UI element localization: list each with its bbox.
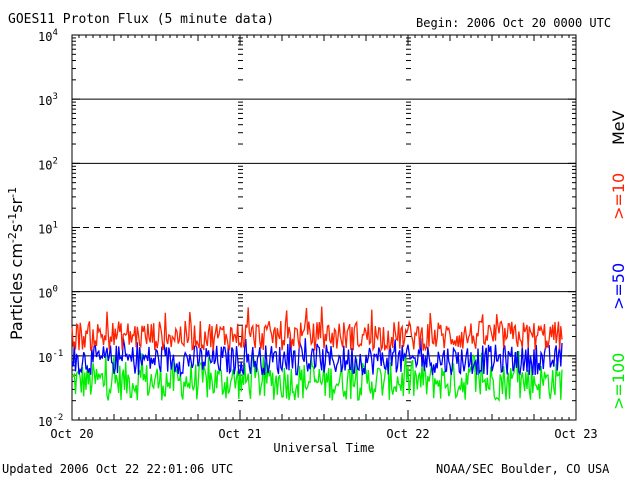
legend-entry: >=10 xyxy=(609,173,628,220)
y-axis-label: Particles cm-2s-1sr-1 xyxy=(6,187,26,340)
x-tick-labels: Oct 20 Oct 21 Oct 22 Oct 23 xyxy=(50,427,597,441)
y-tick-labels: 104 103 102 101 100 10-1 10-2 xyxy=(38,28,63,429)
x-tick-label: Oct 21 xyxy=(218,427,261,441)
x-axis-label: Universal Time xyxy=(273,441,374,455)
day-separator-ticks xyxy=(72,35,576,421)
y-tick-label: 101 xyxy=(38,221,58,237)
y-tick-label: 103 xyxy=(38,92,58,108)
legend-entry: >=100 xyxy=(609,353,628,410)
updated-time: Updated 2006 Oct 22 22:01:06 UTC xyxy=(2,462,233,476)
reference-lines xyxy=(72,98,576,357)
credit: NOAA/SEC Boulder, CO USA xyxy=(436,462,610,476)
legend: MeV >=10 >=50 >=100 xyxy=(609,110,628,410)
series-line-0 xyxy=(71,306,563,352)
series-line-1 xyxy=(71,336,563,378)
x-tick-label: Oct 23 xyxy=(554,427,597,441)
begin-time: Begin: 2006 Oct 20 0000 UTC xyxy=(416,16,611,30)
chart-title: GOES11 Proton Flux (5 minute data) xyxy=(8,12,274,27)
y-tick-label: 104 xyxy=(38,28,58,44)
legend-entry: >=50 xyxy=(609,263,628,310)
y-tick-label: 10-1 xyxy=(38,349,63,365)
series-layer xyxy=(71,306,563,403)
y-tick-label: 10-2 xyxy=(38,413,63,429)
y-tick-label: 100 xyxy=(38,285,58,301)
x-tick-label: Oct 20 xyxy=(50,427,93,441)
y-tick-label: 102 xyxy=(38,156,58,172)
x-tick-label: Oct 22 xyxy=(386,427,429,441)
legend-unit: MeV xyxy=(609,110,628,145)
series-line-2 xyxy=(71,350,563,403)
